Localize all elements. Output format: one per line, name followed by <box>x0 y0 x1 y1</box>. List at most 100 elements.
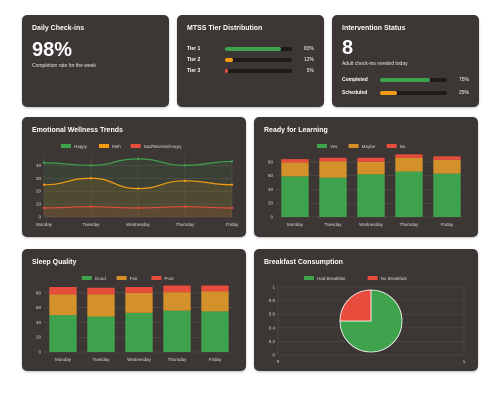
bar-segment <box>49 287 77 295</box>
pie-slice <box>339 289 403 353</box>
bar-segment <box>201 285 229 292</box>
y-tick-label: 80 <box>36 290 42 295</box>
row-label: Tier 1 <box>187 45 201 52</box>
data-point <box>136 157 140 161</box>
breakfast-consumption-chart: Had Breakfast No Breakfast 0 0.2 0.4 0.6 0.8 1 0… <box>269 276 466 364</box>
bar-segment <box>395 154 423 158</box>
card-title: Intervention Status <box>342 25 406 32</box>
card-title: Breakfast Consumption <box>264 259 343 266</box>
intervention-value: 8 <box>342 37 354 59</box>
data-point <box>42 161 46 164</box>
legend-label: Yes <box>330 144 338 149</box>
x-tick-label: Monday <box>55 357 72 362</box>
bar-segment <box>395 157 423 172</box>
y-tick-label: 20 <box>36 335 42 340</box>
row-label: Scheduled <box>342 89 368 96</box>
legend-swatch <box>130 144 141 148</box>
legend-swatch <box>151 276 162 280</box>
legend-label: Meh <box>112 144 121 149</box>
progress-track <box>225 68 292 73</box>
progress-fill <box>225 68 229 73</box>
x-tick-label: 0 <box>277 359 280 364</box>
bar-segment <box>125 287 153 293</box>
progress-fill <box>225 46 281 51</box>
y-tick-label: 20 <box>36 189 42 194</box>
checkins-value: 98% <box>32 39 73 61</box>
x-tick-label: Wednesday <box>126 222 150 227</box>
progress-row: Tier 2 12% <box>187 56 314 63</box>
legend-swatch <box>81 276 92 280</box>
row-percent: 5% <box>306 67 314 74</box>
y-tick-label: 1 <box>272 285 275 290</box>
legend-swatch <box>386 144 397 148</box>
x-tick-label: 1 <box>463 359 466 364</box>
x-tick-label: Thursday <box>400 222 420 227</box>
bar-segment <box>201 291 229 312</box>
data-point <box>183 179 187 183</box>
intervention-subtitle: Adult check-ins needed today <box>342 61 408 67</box>
data-point <box>183 164 187 167</box>
row-percent: 75% <box>458 76 469 83</box>
data-point <box>89 205 93 208</box>
data-point <box>89 164 93 167</box>
legend-swatch <box>367 276 378 280</box>
bar-segment <box>281 159 309 163</box>
legend-label: No Breakfast <box>381 276 408 281</box>
y-tick-label: 60 <box>268 173 274 178</box>
legend-swatch <box>317 144 327 148</box>
legend-label: Fair <box>130 276 138 281</box>
data-point <box>89 177 93 180</box>
bar-segment <box>433 159 461 174</box>
bar-segment <box>49 294 77 316</box>
y-tick-label: 0 <box>272 353 275 358</box>
progress-track <box>380 77 447 82</box>
progress-row: Completed 75% <box>342 76 469 83</box>
progress-row: Tier 1 83% <box>187 45 314 52</box>
data-point <box>136 206 140 210</box>
bar-segment <box>87 294 115 317</box>
legend-label: Had Breakfast <box>317 276 346 281</box>
y-tick-label: 0 <box>38 215 41 220</box>
bar-segment <box>163 285 191 293</box>
sleep-quality-chart: Good Fair Poor 0 20 40 60 80 Monday Tuesday Wednes… <box>36 276 234 362</box>
x-tick-label: Friday <box>209 357 222 362</box>
progress-fill <box>225 57 234 62</box>
bar-segment <box>87 316 115 352</box>
progress-track <box>380 90 447 95</box>
daily-checkins-card: Daily Check-ins 98% Completion rate for … <box>22 15 169 107</box>
x-tick-label: Monday <box>287 222 304 227</box>
card-title: Sleep Quality <box>32 259 77 266</box>
bar-segment <box>87 287 115 295</box>
x-tick-label: Wednesday <box>127 357 151 362</box>
y-tick-label: 0.8 <box>269 298 276 303</box>
bar-segment <box>201 311 229 352</box>
legend-label: Happy <box>74 144 88 149</box>
bar-segment <box>281 176 309 217</box>
row-label: Tier 3 <box>187 67 201 74</box>
y-tick-label: 0.2 <box>269 339 276 344</box>
progress-row: Scheduled 25% <box>342 89 469 96</box>
y-tick-label: 60 <box>36 305 42 310</box>
x-tick-label: Thursday <box>168 357 188 362</box>
row-percent: 12% <box>303 56 314 63</box>
row-label: Tier 2 <box>187 56 201 63</box>
row-label: Completed <box>342 76 368 83</box>
progress-fill <box>380 90 397 95</box>
legend-label: Poor <box>164 276 174 281</box>
bar-segment <box>357 161 385 175</box>
card-title: Daily Check-ins <box>32 25 85 32</box>
row-percent: 83% <box>303 45 314 52</box>
x-tick-label: Tuesday <box>92 357 110 362</box>
sleep-quality-card: Sleep Quality Good Fair Poor 0 20 40 60 80 Monda… <box>22 249 246 371</box>
data-point <box>230 206 234 210</box>
x-tick-label: Tuesday <box>324 222 342 227</box>
bar-segment <box>433 156 461 160</box>
legend-label: No <box>400 144 406 149</box>
progress-track <box>225 46 292 51</box>
y-tick-label: 80 <box>268 159 274 164</box>
legend-swatch <box>116 276 127 280</box>
bar-segment <box>395 171 423 217</box>
card-title: Emotional Wellness Trends <box>32 127 123 134</box>
y-tick-label: 10 <box>36 202 42 207</box>
y-tick-label: 0.4 <box>269 325 276 330</box>
